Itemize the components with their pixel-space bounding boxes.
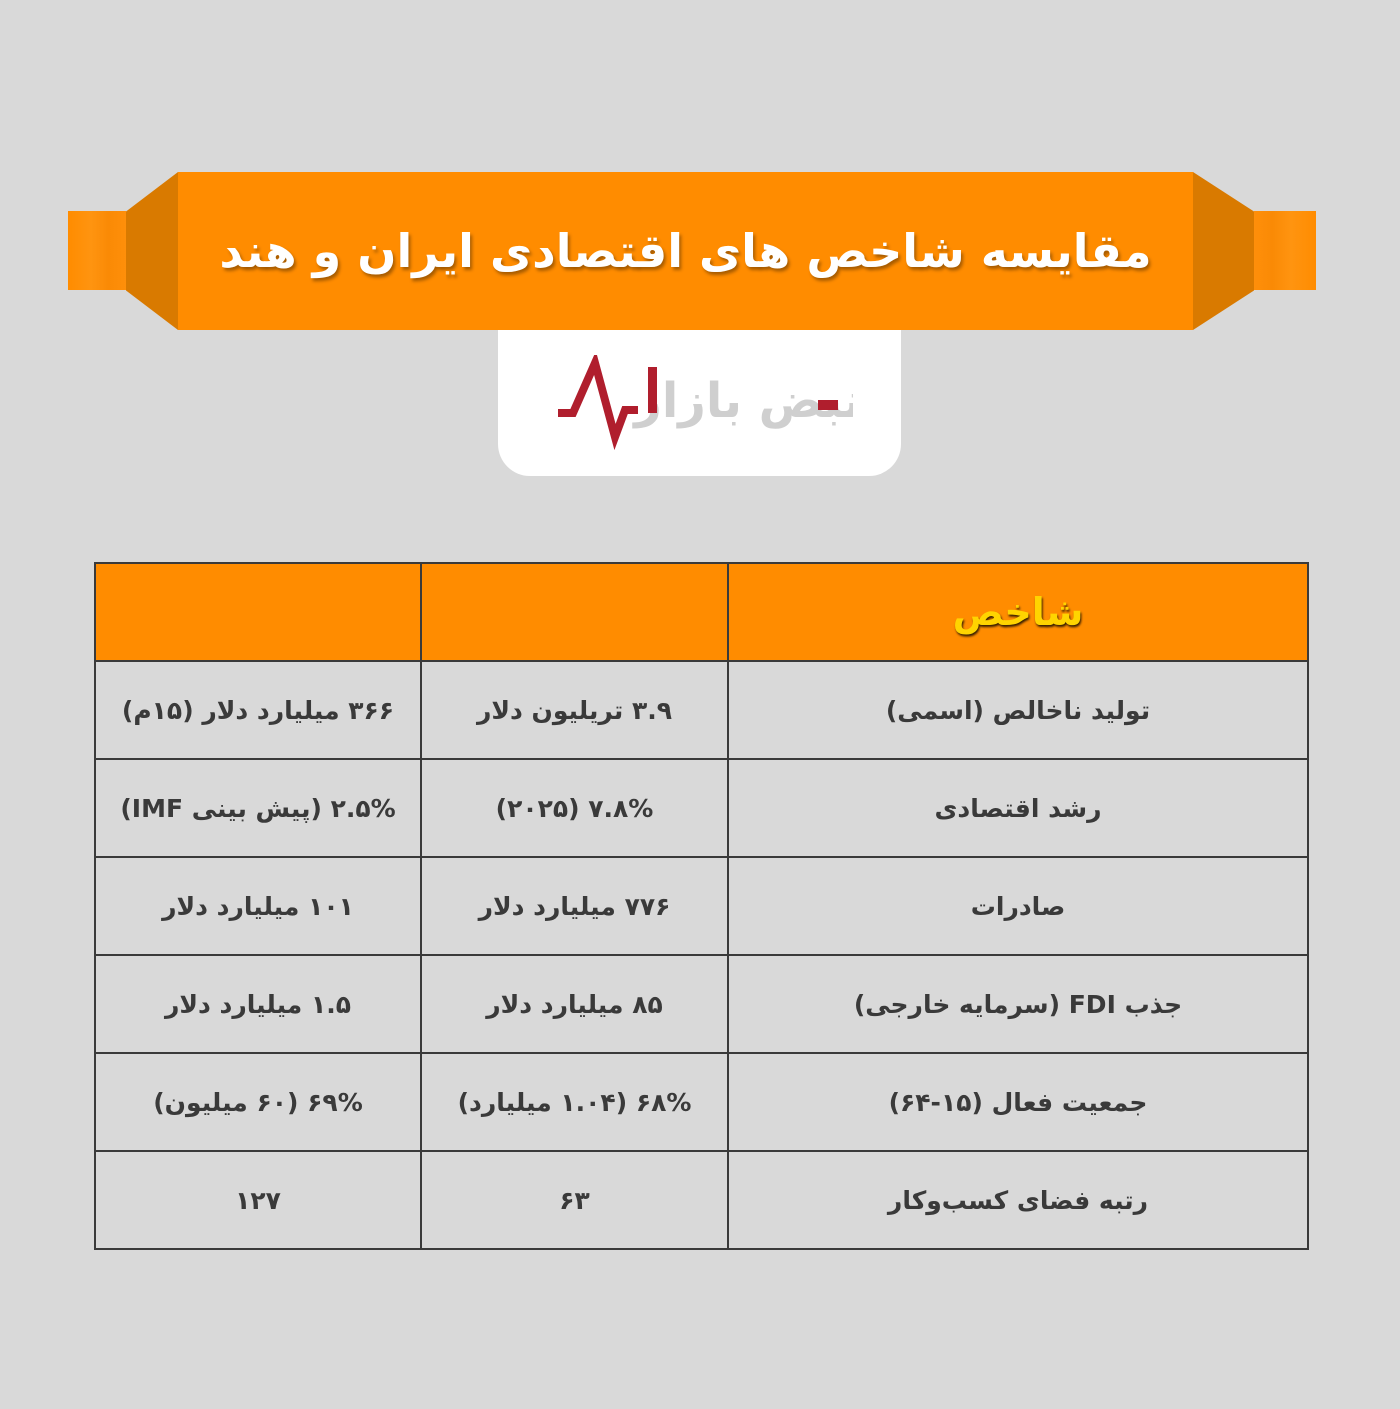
table-row: رتبه فضای کسب‌وکار ۶۳ ۱۲۷ [94, 1150, 1309, 1250]
india-value-cell: ۳.۹ تریلیون دلار [420, 660, 729, 760]
logo-mark [648, 367, 657, 413]
comparison-table: شاخص تولید ناخالص (اسمی) ۳.۹ تریلیون دلا… [94, 562, 1309, 1250]
title-banner: مقایسه شاخص های اقتصادی ایران و هند [178, 172, 1193, 330]
banner-ribbon-right [1254, 211, 1316, 290]
india-value-cell: ۶۳ [420, 1150, 729, 1250]
indicator-cell: تولید ناخالص (اسمی) [727, 660, 1309, 760]
india-value-cell: ۷.۸% (۲۰۲۵) [420, 758, 729, 858]
iran-value-cell: ۲.۵% (پیش بینی IMF) [94, 758, 422, 858]
banner-fold-right [1193, 172, 1254, 330]
header-column-2 [420, 562, 729, 662]
table-row: تولید ناخالص (اسمی) ۳.۹ تریلیون دلار ۳۶۶… [94, 660, 1309, 760]
india-value-cell: ۶۸% (۱.۰۴ میلیارد) [420, 1052, 729, 1152]
iran-value-cell: ۳۶۶ میلیارد دلار (۱۵م) [94, 660, 422, 760]
table-row: جذب FDI (سرمایه خارجی) ۸۵ میلیارد دلار ۱… [94, 954, 1309, 1054]
logo-card: نبض بازار [498, 330, 901, 476]
indicator-cell: رشد اقتصادی [727, 758, 1309, 858]
banner-ribbon-left [68, 211, 126, 290]
banner-fold-left [126, 172, 178, 330]
indicator-cell: جمعیت فعال (۱۵-۶۴) [727, 1052, 1309, 1152]
header-indicator: شاخص [727, 562, 1309, 662]
indicator-cell: جذب FDI (سرمایه خارجی) [727, 954, 1309, 1054]
logo: نبض بازار [558, 355, 853, 450]
page-title: مقایسه شاخص های اقتصادی ایران و هند [219, 224, 1152, 278]
indicator-cell: رتبه فضای کسب‌وکار [727, 1150, 1309, 1250]
table-header-row: شاخص [94, 562, 1309, 662]
iran-value-cell: ۱۲۷ [94, 1150, 422, 1250]
logo-mark [818, 400, 838, 410]
table-row: صادرات ۷۷۶ میلیارد دلار ۱۰۱ میلیارد دلار [94, 856, 1309, 956]
table-row: رشد اقتصادی ۷.۸% (۲۰۲۵) ۲.۵% (پیش بینی I… [94, 758, 1309, 858]
iran-value-cell: ۶۹% (۶۰ میلیون) [94, 1052, 422, 1152]
india-value-cell: ۷۷۶ میلیارد دلار [420, 856, 729, 956]
pulse-icon [558, 355, 638, 450]
india-value-cell: ۸۵ میلیارد دلار [420, 954, 729, 1054]
iran-value-cell: ۱۰۱ میلیارد دلار [94, 856, 422, 956]
table-row: جمعیت فعال (۱۵-۶۴) ۶۸% (۱.۰۴ میلیارد) ۶۹… [94, 1052, 1309, 1152]
header-column-3 [94, 562, 422, 662]
iran-value-cell: ۱.۵ میلیارد دلار [94, 954, 422, 1054]
logo-text: نبض بازار [632, 373, 853, 429]
indicator-cell: صادرات [727, 856, 1309, 956]
